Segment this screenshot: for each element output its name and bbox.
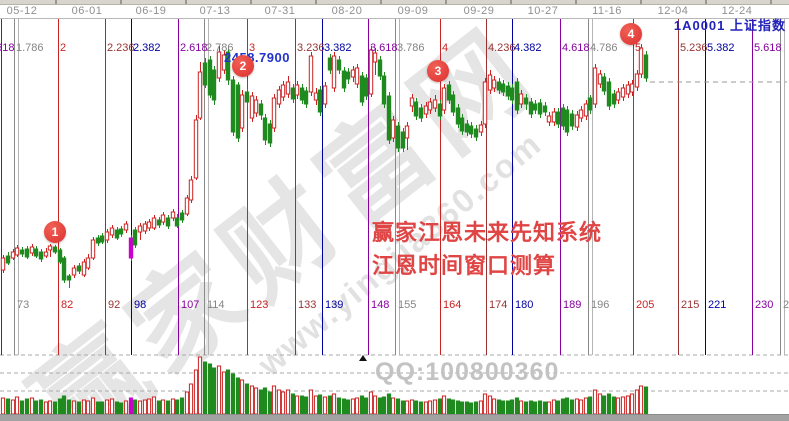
edge-tick (185, 0, 187, 4)
date-tick-label: 06-01 (71, 5, 103, 17)
time-marker-triangle (359, 355, 367, 361)
date-tick-label: 07-31 (264, 5, 296, 17)
date-tick-label: 10-27 (527, 5, 559, 17)
candles (0, 44, 649, 288)
date-tick-label: 07-13 (199, 5, 231, 17)
edge-tick (120, 0, 122, 4)
symbol-title: 1A0001 上证指数 (673, 18, 786, 33)
date-tick-label: 12-04 (657, 5, 689, 17)
date-axis: 05-12 06-01 06-19 07-13 07-31 08-20 09-09 09-29… (0, 5, 789, 19)
volume-gridlines (0, 354, 789, 392)
date-tick-label: 05-12 (6, 5, 38, 17)
edge-tick (445, 0, 447, 4)
date-tick-label: 09-09 (397, 5, 429, 17)
top-edge-strip (0, 0, 789, 5)
annotation-line-2: 江恩时间窗口测算 (372, 253, 557, 278)
date-tick-label: 09-29 (463, 5, 495, 17)
edge-tick (510, 0, 512, 4)
high-price-label: 2458.7900 (224, 50, 290, 65)
date-tick-label: 11-16 (592, 5, 622, 17)
gann-vertical-lines (1, 19, 785, 355)
date-tick-label: 06-19 (135, 5, 167, 17)
edge-tick (250, 0, 252, 4)
qq-contact-label: QQ:100800360 (375, 358, 560, 386)
edge-tick (640, 0, 642, 4)
bottom-border-strip (0, 414, 789, 421)
edge-tick (705, 0, 707, 4)
edge-tick (315, 0, 317, 4)
edge-tick (55, 0, 57, 4)
date-tick-label: 12-24 (721, 5, 753, 17)
date-tick-label: 08-20 (331, 5, 363, 17)
edge-tick (380, 0, 382, 4)
edge-tick (575, 0, 577, 4)
edge-tick (770, 0, 772, 4)
annotation-line-1: 赢家江恩未来先知系统 (372, 220, 603, 245)
